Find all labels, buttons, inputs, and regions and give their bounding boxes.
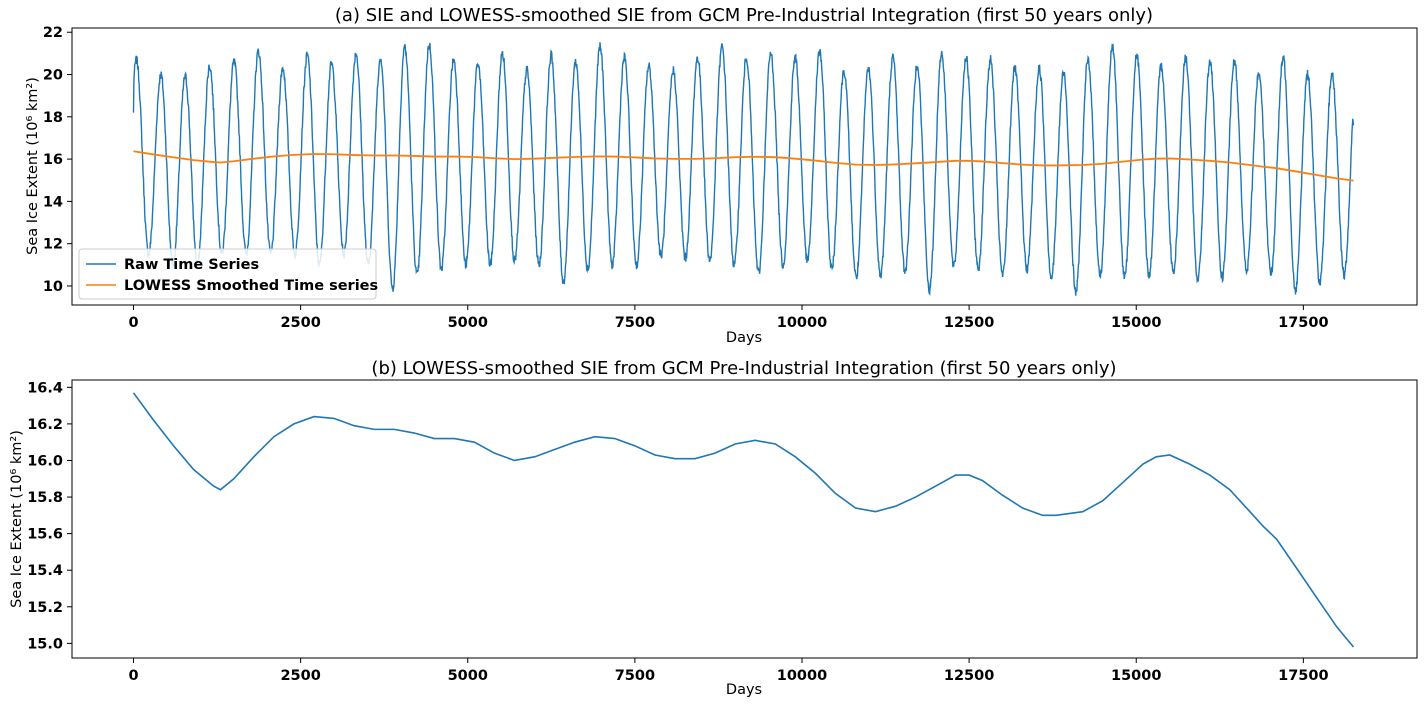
panel-a-frame (71, 27, 1418, 306)
x-tick-label: 17500 (1278, 315, 1328, 331)
panel-a-chart: (a) SIE and LOWESS-smoothed SIE from GCM… (25, 5, 1418, 346)
y-tick-label: 14 (43, 194, 63, 210)
panel-b-chart: (b) LOWESS-smoothed SIE from GCM Pre-Ind… (9, 358, 1418, 698)
x-tick-label: 10000 (777, 315, 827, 331)
x-tick-label: 5000 (448, 315, 488, 331)
x-tick-label: 12500 (944, 668, 994, 684)
x-tick-label: 15000 (1111, 668, 1161, 684)
y-tick-label: 15.0 (27, 636, 63, 652)
y-tick-label: 20 (43, 68, 63, 84)
panel-b-y-label: Sea Ice Extent (10⁶ km²) (9, 430, 25, 608)
panel-a-x-label: Days (726, 330, 762, 346)
y-tick-label: 16.2 (27, 417, 63, 433)
panel-b-frame (71, 379, 1418, 659)
x-tick-label: 2500 (280, 668, 320, 684)
x-tick-label: 0 (128, 315, 138, 331)
y-tick-label: 10 (43, 279, 63, 295)
x-tick-label: 10000 (777, 668, 827, 684)
y-tick-label: 22 (43, 25, 63, 41)
panel-b-smoothed-line (132, 392, 1355, 648)
y-tick-label: 16.0 (27, 453, 63, 469)
x-tick-label: 17500 (1278, 668, 1328, 684)
lowess-smoothed-line (133, 150, 1354, 182)
panel-b-x-ticks: 0 2500 5000 7500 10000 12500 15000 17500 (128, 658, 1329, 684)
y-tick-label: 12 (43, 237, 63, 253)
y-tick-label: 15.8 (27, 490, 63, 506)
legend-smooth-label: LOWESS Smoothed Time series (124, 278, 378, 294)
panel-a-y-ticks: 10 12 14 16 18 20 22 (43, 25, 72, 295)
y-tick-label: 18 (43, 110, 63, 126)
panel-b-title: (b) LOWESS-smoothed SIE from GCM Pre-Ind… (371, 358, 1116, 379)
panel-b-x-label: Days (726, 682, 762, 698)
y-tick-label: 15.4 (27, 563, 63, 579)
y-tick-label: 16 (43, 152, 63, 168)
panel-a-legend: Raw Time Series LOWESS Smoothed Time ser… (78, 248, 378, 300)
x-tick-label: 7500 (615, 315, 655, 331)
panel-a-x-ticks: 0 2500 5000 7500 10000 12500 15000 17500 (128, 305, 1329, 331)
legend-raw-label: Raw Time Series (124, 257, 259, 273)
x-tick-label: 7500 (615, 668, 655, 684)
x-tick-label: 2500 (280, 315, 320, 331)
panel-a-plot-area (132, 42, 1355, 296)
x-tick-label: 12500 (944, 315, 994, 331)
raw-time-series-line (132, 42, 1355, 296)
y-tick-label: 16.4 (27, 380, 63, 396)
panel-b-y-ticks: 15.0 15.2 15.4 15.6 15.8 16.0 16.2 16.4 (27, 380, 72, 652)
panel-b-plot-area (132, 392, 1355, 648)
x-tick-label: 5000 (448, 668, 488, 684)
y-tick-label: 15.2 (27, 600, 63, 616)
x-tick-label: 15000 (1111, 315, 1161, 331)
legend-box (78, 248, 377, 300)
panel-a-title: (a) SIE and LOWESS-smoothed SIE from GCM… (335, 5, 1153, 26)
y-tick-label: 15.6 (27, 527, 63, 543)
panel-a-y-label: Sea Ice Extent (10⁶ km²) (25, 77, 41, 255)
x-tick-label: 0 (128, 668, 138, 684)
